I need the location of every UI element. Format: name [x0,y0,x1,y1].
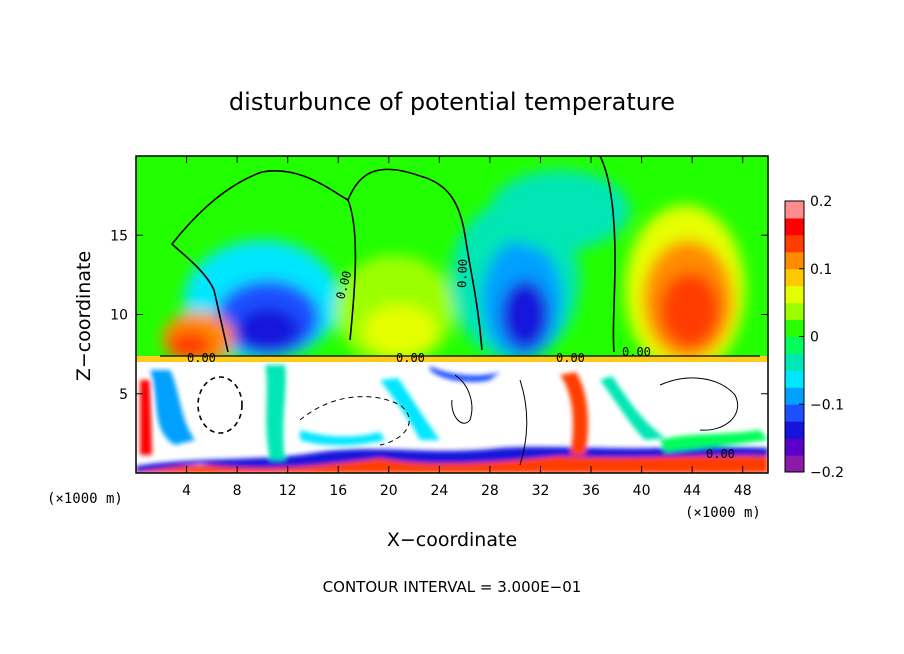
colorbar-swatch [785,234,804,253]
x-tick-label: 8 [233,483,242,499]
lower-layer-field [136,356,768,473]
y-axis: 5 10 15 [110,228,768,403]
x-tick-label: 20 [380,483,398,499]
colorbar-swatch [785,421,804,439]
colorbar [785,201,804,473]
colorbar-swatch [785,302,804,321]
colorbar-swatch [785,319,804,337]
colorbar-swatch [785,336,804,354]
y-axis-label: Z−coordinate [73,251,95,381]
contour-label: 0.00 [706,447,735,461]
colorbar-tick-label: 0.1 [810,262,832,278]
contour-interval-note: CONTOUR INTERVAL = 3.000E−01 [323,578,582,596]
y-tick-label: 15 [110,228,128,244]
colorbar-swatch [785,455,804,473]
colorbar-swatch [785,387,804,405]
colorbar-swatch [785,268,804,287]
colorbar-swatch [785,370,804,388]
x-axis-label: X−coordinate [387,529,517,551]
colorbar-tick-label: 0.2 [810,194,832,210]
colorbar-swatch [785,217,804,236]
x-tick-label: 36 [582,483,600,499]
colorbar-tick-label: −0.1 [810,397,844,413]
x-right-unit-label: (×1000 m) [685,505,761,521]
contour-label: 0.00 [455,259,470,288]
colorbar-swatch [785,201,804,219]
x-tick-label: 4 [182,483,191,499]
x-tick-label: 44 [683,483,701,499]
colorbar-swatch [785,285,804,304]
x-tick-label: 24 [430,483,448,499]
x-tick-label: 16 [329,483,347,499]
contour-lines [160,156,760,466]
x-left-unit-label: (×1000 m) [47,491,123,507]
contour-label: 0.00 [187,351,216,365]
y-tick-label: 10 [110,308,128,324]
x-tick-label: 28 [481,483,499,499]
contour-label: 0.00 [622,345,651,359]
x-tick-label: 12 [279,483,297,499]
x-tick-label: 48 [734,483,752,499]
colorbar-swatch [785,353,804,371]
colorbar-swatch [785,404,804,422]
x-tick-label: 40 [633,483,651,499]
contour-label: 0.00 [396,351,425,365]
x-axis: 4 8 12 16 20 24 28 32 36 40 44 48 [182,156,752,499]
y-tick-label: 5 [119,387,128,403]
colorbar-ticks: 0.2 0.1 0 −0.1 −0.2 [799,194,844,481]
upper-anomaly-field [162,170,745,375]
colorbar-tick-label: 0 [810,330,819,346]
x-tick-label: 32 [532,483,550,499]
colorbar-tick-label: −0.2 [810,465,844,481]
contour-label: 0.00 [556,351,585,365]
colorbar-swatch [785,438,804,456]
colorbar-swatch [785,251,804,270]
plot-area: 0.00 0.00 0.00 0.00 0.00 0.00 0.00 [136,156,768,473]
chart-title: disturbunce of potential temperature [229,88,675,116]
